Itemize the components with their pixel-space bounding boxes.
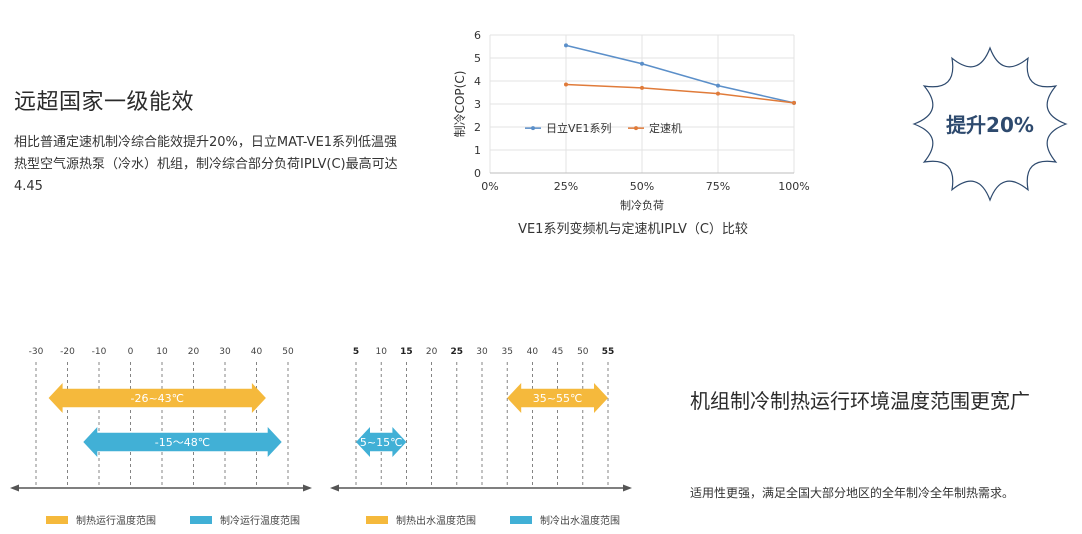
legend-swatch [190,515,212,524]
legend-label: 制热运行温度范围 [76,516,156,527]
tick-label: 10 [156,347,168,357]
legend-swatch [46,515,68,524]
legend-item-heat-water: 制热出水温度范围 [366,512,476,527]
y-tick-label: 0 [474,167,481,180]
axis-arrow-right [623,484,632,492]
tick-label: 20 [426,347,438,357]
tick-label: 55 [602,347,615,357]
y-tick-label: 3 [474,98,481,111]
tick-label: 50 [577,347,589,357]
legend-label: 定速机 [649,121,682,135]
tick-label: 40 [527,347,539,357]
data-point [716,83,720,88]
tick-label: 35 [501,347,512,357]
data-point [716,91,720,96]
x-tick-label: 0% [481,180,498,193]
legend-marker [531,126,535,131]
x-tick-label: 100% [778,180,809,193]
data-point [564,43,568,48]
x-tick-label: 25% [554,180,578,193]
tick-label: 0 [128,347,134,357]
data-point [564,82,568,87]
tick-label: -10 [92,347,107,357]
legend-water: 制热出水温度范围 制冷出水温度范围 [366,512,654,527]
range-label: -26~43℃ [131,392,185,405]
range-arrow-1 [356,427,407,457]
series-line-1 [565,83,795,104]
legend-item-heat: 制热运行温度范围 [46,512,156,527]
x-tick-label: 75% [706,180,730,193]
legend-label: 制冷运行温度范围 [220,516,300,527]
ambient-temp-range-chart: -30 -20 -10 0 10 20 30 40 50 -26~43℃ -15～48℃ [10,347,312,492]
chart-title: VE1系列变频机与定速机IPLV（C）比较 [518,221,748,237]
y-tick-label: 1 [474,144,481,157]
series-line-0 [565,44,795,104]
legend-label: 日立VE1系列 [546,121,611,135]
range-arrow-0 [48,383,266,413]
tick-label: -20 [60,347,75,357]
tick-label: 50 [282,347,294,357]
water-temp-range-chart: 5 10 15 20 25 30 35 40 45 50 55 35~55℃ 5~15℃ [330,347,632,492]
section-desc-efficiency: 相比普通定速机制冷综合能效提升20%，日立MAT-VE1系列低温强热型空气源热泵… [14,135,398,194]
tick-label: 10 [375,347,387,357]
x-tick-label: 50% [630,180,654,193]
y-tick-label: 5 [474,52,481,65]
burst-shape [912,46,1068,202]
badge-text: 提升20% [946,113,1034,137]
tick-label: 20 [188,347,200,357]
range-label: 5~15℃ [360,436,403,449]
badge-burst: 提升20% [912,46,1068,202]
legend-label: 制热出水温度范围 [396,516,476,527]
axis-arrow-left [10,484,19,492]
y-axis-label: 制冷COP(C) [453,71,467,138]
legend-label: 制冷出水温度范围 [540,516,620,527]
legend-swatch [510,515,532,524]
data-point [640,61,644,66]
section-title-efficiency: 远超国家一级能效 [14,90,195,115]
y-tick-label: 4 [474,75,481,88]
legend-item-cool: 制冷运行温度范围 [190,512,300,527]
cop-line-chart: 0 1 2 3 4 5 6 0% 25% 50% 75% 100% 制冷负荷 制冷COP(C) 日立VE1系… [453,29,810,237]
legend-ambient: 制热运行温度范围 制冷运行温度范围 [46,512,334,527]
tick-label: 30 [219,347,231,357]
tick-label: 25 [451,347,464,357]
legend-marker [634,126,638,131]
x-axis-label: 制冷负荷 [620,198,664,212]
legend-swatch [366,515,388,524]
data-point [640,85,644,90]
range-label: -15～48℃ [155,436,210,449]
tick-label: 40 [251,347,263,357]
section-desc-range: 适用性更强，满足全国大部分地区的全年制冷全年制热需求。 [690,486,1015,500]
range-arrow-1 [83,427,282,457]
data-point [792,100,796,105]
tick-label: 5 [353,347,359,357]
axis-arrow-left [330,484,339,492]
y-tick-label: 6 [474,29,481,42]
tick-label: 45 [552,347,563,357]
range-arrow-0 [507,383,608,413]
tick-label: 15 [400,347,413,357]
range-label: 35~55℃ [533,392,583,405]
y-tick-label: 2 [474,121,481,134]
tick-label: 30 [476,347,488,357]
tick-label: -30 [29,347,44,357]
section-title-range: 机组制冷制热运行环境温度范围更宽广 [690,389,1030,413]
axis-arrow-right [303,484,312,492]
legend-item-cool-water: 制冷出水温度范围 [510,512,620,527]
